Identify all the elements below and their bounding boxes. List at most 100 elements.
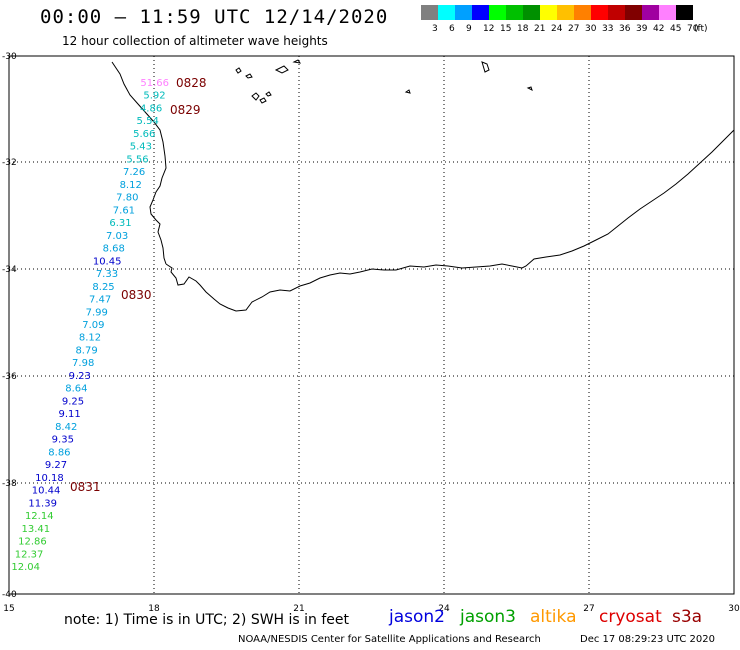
axis-tick-labels: -30 -32 -34 -36 -38 -40 15 18 21 24 27 30	[2, 52, 740, 614]
scale-swatch	[591, 5, 608, 20]
track-value-label: 7.99	[86, 307, 108, 318]
lon-tick-label: 18	[148, 604, 160, 614]
scale-label: 30	[585, 24, 597, 34]
island-cluster	[235, 59, 533, 104]
satellite-legend-item: jason3	[460, 607, 516, 627]
footer-note: note: 1) Time is in UTC; 2) SWH is in fe…	[64, 612, 350, 628]
lat-tick-label: -34	[2, 265, 17, 275]
track-value-label: 5.92	[143, 91, 165, 102]
track-value-label: 8.86	[48, 447, 70, 458]
satellite-legend-item: s3a	[672, 607, 703, 627]
scale-label: 15	[500, 24, 512, 34]
scale-label: 9	[466, 24, 472, 34]
track-value-label: 7.61	[113, 205, 135, 216]
coastline	[111, 59, 735, 312]
track-value-label: 5.54	[137, 116, 159, 127]
satellite-legend-item: jason2	[389, 607, 445, 627]
scale-label: 70	[687, 24, 699, 34]
track-value-label: 13.41	[22, 524, 51, 535]
track-value-label: 6.31	[109, 218, 131, 229]
scale-swatch	[523, 5, 540, 20]
scale-swatch	[540, 5, 557, 20]
track-value-label: 8.64	[65, 384, 87, 395]
south-coast	[165, 129, 735, 312]
track-value-label: 8.42	[55, 422, 77, 433]
track-value-label: 5.66	[133, 129, 155, 140]
scale-swatch	[625, 5, 642, 20]
track-value-label: 5.43	[130, 142, 152, 153]
scale-label: 39	[636, 24, 648, 34]
lat-tick-label: -40	[2, 590, 17, 600]
scale-label: 33	[602, 24, 614, 34]
lon-tick-label: 15	[3, 604, 14, 614]
track-time-label: 0829	[170, 103, 201, 117]
track-value-label: 10.18	[35, 473, 64, 484]
track-time-label: 0831	[70, 480, 101, 494]
track-value-label: 7.47	[89, 295, 111, 306]
scale-unit: (ft)	[694, 24, 708, 34]
track-value-label: 7.09	[82, 320, 104, 331]
track-value-label: 8.12	[79, 333, 101, 344]
lat-tick-label: -32	[2, 158, 17, 168]
track-value-label: 12.86	[18, 537, 47, 548]
lon-tick-label: 27	[583, 604, 594, 614]
scale-swatch	[489, 5, 506, 20]
track-value-label: 9.35	[52, 435, 74, 446]
satellite-legend-item: altika	[530, 607, 577, 627]
scale-label: 42	[653, 24, 665, 34]
scale-swatch	[557, 5, 574, 20]
track-value-label: 8.25	[92, 282, 114, 293]
scale-label: 3	[432, 24, 438, 34]
west-coast	[111, 61, 167, 265]
map-subtitle: 12 hour collection of altimeter wave hei…	[62, 34, 328, 48]
track-value-label: 12.37	[15, 549, 44, 560]
altimeter-track-values: 51.66 5.924.86 5.54 5.66 5.435.56 7.26 8.12 7.8…	[11, 78, 169, 573]
scale-label: 12	[483, 24, 495, 34]
track-value-label: 4.86	[140, 103, 162, 114]
scale-label: 36	[619, 24, 631, 34]
scale-swatch	[506, 5, 523, 20]
generated-timestamp: Dec 17 08:29:23 UTC 2020	[580, 634, 715, 645]
track-value-label: 9.23	[69, 371, 91, 382]
graticule-grid	[9, 56, 734, 594]
map-frame	[8, 55, 735, 595]
lat-tick-label: -38	[2, 479, 17, 489]
scale-label: 6	[449, 24, 455, 34]
scale-swatch	[438, 5, 455, 20]
track-value-label: 8.68	[103, 244, 125, 255]
track-value-label: 12.04	[11, 562, 40, 573]
map-title: 00:00 – 11:59 UTC 12/14/2020	[40, 6, 389, 28]
track-value-label: 8.79	[75, 345, 97, 356]
track-value-label: 9.27	[45, 460, 67, 471]
scale-label: 18	[517, 24, 529, 34]
track-value-label: 11.39	[28, 498, 57, 509]
scale-swatch	[676, 5, 693, 20]
lon-tick-label: 21	[293, 604, 304, 614]
track-value-label: 7.33	[96, 269, 118, 280]
track-value-label: 5.56	[126, 154, 148, 165]
scale-label: 27	[568, 24, 580, 34]
track-value-label: 10.44	[32, 486, 61, 497]
track-time-label: 0828	[176, 76, 207, 90]
lat-tick-label: -36	[2, 372, 17, 382]
track-time-label: 0830	[121, 288, 152, 302]
scale-swatch	[642, 5, 659, 20]
scale-swatch	[421, 5, 438, 20]
scale-label: 45	[670, 24, 682, 34]
scale-swatch	[472, 5, 489, 20]
track-value-label: 7.98	[72, 358, 94, 369]
scale-swatch	[574, 5, 591, 20]
credit-line: NOAA/NESDIS Center for Satellite Applica…	[238, 634, 541, 645]
track-value-label: 9.25	[62, 396, 84, 407]
track-value-label: 8.12	[120, 180, 142, 191]
track-value-label: 12.14	[25, 511, 54, 522]
track-value-label: 7.26	[123, 167, 145, 178]
satellite-legend-item: cryosat	[599, 607, 662, 627]
track-value-label: 7.80	[116, 193, 138, 204]
lat-tick-label: -30	[2, 52, 17, 62]
track-value-label: 9.11	[58, 409, 80, 420]
altimeter-track-times: 0828 0829 0830 0831	[70, 76, 207, 494]
scale-label: 24	[551, 24, 563, 34]
scale-swatch	[608, 5, 625, 20]
